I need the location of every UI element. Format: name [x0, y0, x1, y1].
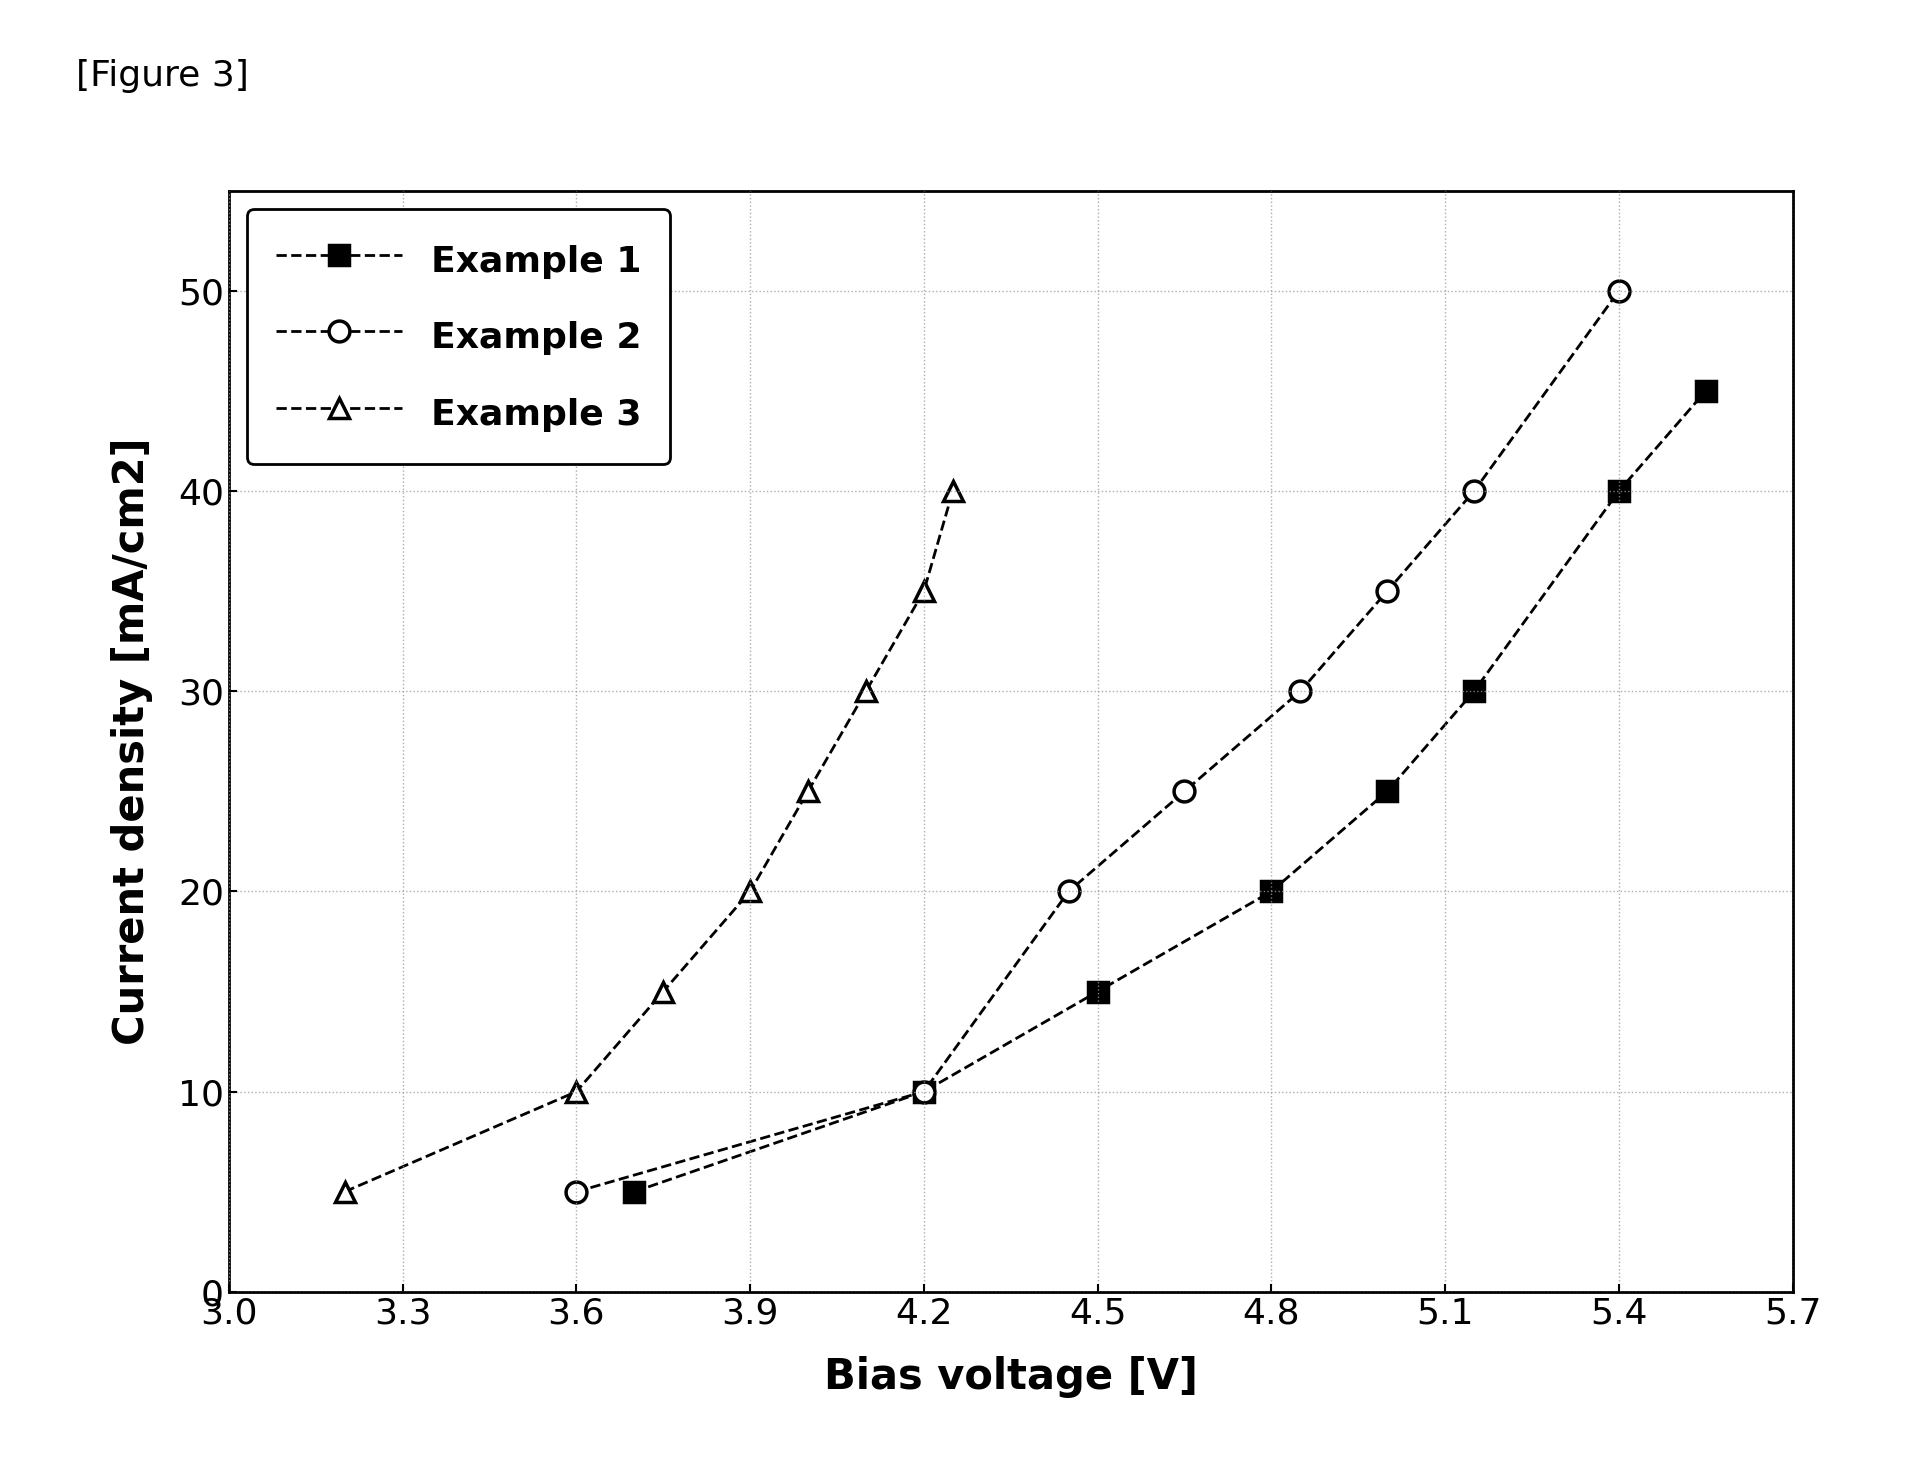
Example 3: [334, 1183, 357, 1201]
Example 2: [1463, 483, 1486, 501]
Example 3: [942, 483, 965, 501]
Example 2: [912, 1083, 934, 1101]
Example 2: [564, 1183, 587, 1201]
Example 1: [912, 1083, 934, 1101]
Example 3: [652, 982, 675, 1000]
Example 2: [1056, 882, 1079, 900]
Example 3: [797, 782, 820, 800]
Text: [Figure 3]: [Figure 3]: [76, 59, 250, 92]
Legend: Example 1, Example 2, Example 3: Example 1, Example 2, Example 3: [246, 208, 671, 464]
Example 1: [1693, 382, 1716, 399]
X-axis label: Bias voltage [V]: Bias voltage [V]: [824, 1356, 1198, 1398]
Line: Example 3: Example 3: [334, 480, 963, 1202]
Example 3: [912, 583, 934, 600]
Example 3: [738, 882, 761, 900]
Example 1: [624, 1183, 646, 1201]
Example 3: [854, 683, 877, 700]
Example 1: [1261, 882, 1283, 900]
Example 2: [1375, 583, 1398, 600]
Example 1: [1463, 683, 1486, 700]
Example 2: [1289, 683, 1312, 700]
Line: Example 2: Example 2: [566, 280, 1629, 1202]
Example 1: [1375, 782, 1398, 800]
Example 1: [1608, 483, 1630, 501]
Y-axis label: Current density [mA/cm2]: Current density [mA/cm2]: [111, 437, 153, 1045]
Example 1: [1087, 982, 1110, 1000]
Example 2: [1173, 782, 1196, 800]
Line: Example 1: Example 1: [624, 382, 1716, 1201]
Example 3: [564, 1083, 587, 1101]
Example 2: [1608, 282, 1630, 299]
